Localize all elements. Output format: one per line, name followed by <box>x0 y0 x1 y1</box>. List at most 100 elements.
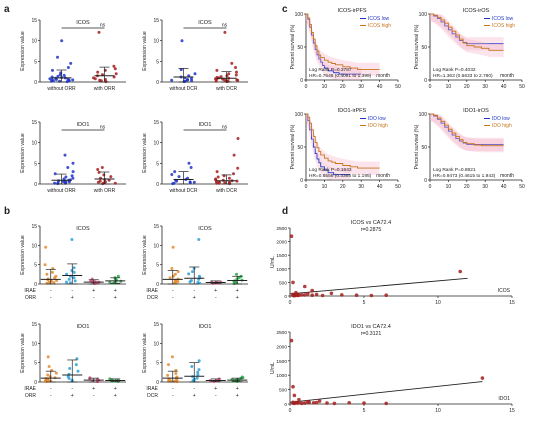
data-point <box>107 178 111 182</box>
y-tick-label: 15 <box>31 18 37 24</box>
data-point <box>215 68 219 72</box>
factor-mark: + <box>92 288 95 294</box>
y-tick-label: 5 <box>156 263 159 269</box>
y-tick-label: 1000 <box>276 373 287 379</box>
y-tick-label: 2500 <box>276 226 287 232</box>
km-annotation: Log Rank P=0.8821 <box>433 167 476 173</box>
chart-title: ICOS-irPFS <box>337 8 366 14</box>
panel-letter-c: c <box>282 4 288 15</box>
y-axis-label: Expression value <box>20 133 26 173</box>
y-tick-label: 50 <box>421 145 427 151</box>
data-point <box>176 270 180 274</box>
data-point <box>297 401 301 405</box>
x-tick-label: 20 <box>464 84 470 90</box>
correlation-plot-1: 0 500 1000 1500 2000 2500 0 5 10 15 U/mL IDO1 IDO1 v… <box>270 324 515 414</box>
data-point <box>109 175 113 179</box>
y-tick-label: 15 <box>153 322 159 328</box>
data-point <box>88 376 92 380</box>
data-point <box>292 393 297 398</box>
data-point <box>113 181 117 185</box>
y-axis-label: Percent survival (%) <box>290 124 296 169</box>
data-point <box>96 168 100 171</box>
data-point <box>47 365 51 368</box>
y-tick-label: 1500 <box>276 253 287 259</box>
data-point <box>294 290 298 295</box>
data-point <box>113 67 117 71</box>
chart-title: IDO1 <box>199 324 212 330</box>
km-annotation: HR=0.6556 (0.3365 to 1.195) <box>309 173 372 179</box>
data-point <box>384 401 389 406</box>
dot-plot-3: 0 5 10 15 Expression value IDO1 without DCR wit… <box>142 120 248 194</box>
chart-title: ICOS vs CA72.4 <box>351 220 391 226</box>
factor-mark: - <box>50 386 52 392</box>
data-point <box>303 293 307 297</box>
data-point <box>60 39 64 43</box>
x-tick-label: 10 <box>446 84 452 90</box>
y-tick-label: 10 <box>31 243 37 249</box>
y-tick-label: 10 <box>31 141 37 147</box>
data-point <box>214 177 218 181</box>
data-point <box>306 399 310 404</box>
legend-label: ICOS high <box>492 23 515 29</box>
y-axis-label: Expression value <box>142 333 148 373</box>
data-point <box>240 375 244 379</box>
data-point <box>70 174 74 178</box>
factor-mark: - <box>172 288 174 294</box>
data-point <box>172 181 176 185</box>
data-point <box>458 269 463 274</box>
chart-title: IDO1 <box>77 324 90 330</box>
factor-mark: + <box>214 386 217 392</box>
factor-row-label: DCR <box>147 295 158 301</box>
factor-row-label: IRAE <box>146 386 158 392</box>
y-tick-label: 0 <box>34 282 37 288</box>
significance-label: ns <box>222 125 228 131</box>
y-tick-label: 500 <box>279 388 287 394</box>
chart-subtitle: r=0.2875 <box>361 227 382 233</box>
km-curve-1 <box>430 113 504 147</box>
x-tick-label: 50 <box>519 184 525 190</box>
data-point <box>173 272 177 276</box>
legend-label: IDO high <box>368 123 388 129</box>
data-point <box>43 263 47 267</box>
factor-mark: - <box>50 393 52 399</box>
data-point <box>108 377 112 381</box>
y-tick-label: 10 <box>31 39 37 45</box>
data-point <box>289 338 294 343</box>
x-tick-label: 10 <box>446 184 452 190</box>
y-tick-label: 15 <box>31 322 37 328</box>
panel-letter-a: a <box>4 4 10 15</box>
data-point <box>300 401 304 406</box>
correlation-plot-0: 0 500 1000 1500 2000 2500 0 5 10 15 U/mL ICOS ICOS v… <box>270 220 515 306</box>
x-tick-label: 20 <box>464 184 470 190</box>
data-point <box>179 68 183 72</box>
data-point <box>171 245 175 249</box>
y-tick-label: 10 <box>153 141 159 147</box>
data-point <box>189 166 193 169</box>
data-point <box>51 270 54 274</box>
y-tick-label: 0 <box>156 380 159 386</box>
y-tick-label: 100 <box>419 112 428 118</box>
y-tick-label: 5 <box>34 59 37 65</box>
y-tick-label: 5 <box>34 361 37 367</box>
km-confidence-band <box>306 14 362 80</box>
data-point <box>73 279 77 283</box>
x-tick-label: 20 <box>340 184 346 190</box>
data-point <box>196 373 200 377</box>
data-point <box>310 288 315 293</box>
data-point <box>51 68 54 72</box>
y-tick-label: 10 <box>153 341 159 347</box>
data-point <box>192 180 196 184</box>
factor-row-label: ORR <box>25 393 37 399</box>
data-point <box>190 365 194 368</box>
data-point <box>311 401 316 405</box>
y-tick-label: 2500 <box>276 330 287 336</box>
y-tick-label: 0 <box>34 182 37 188</box>
data-point <box>317 399 322 403</box>
data-point <box>197 238 201 241</box>
data-point <box>223 30 227 34</box>
data-point <box>236 166 240 170</box>
